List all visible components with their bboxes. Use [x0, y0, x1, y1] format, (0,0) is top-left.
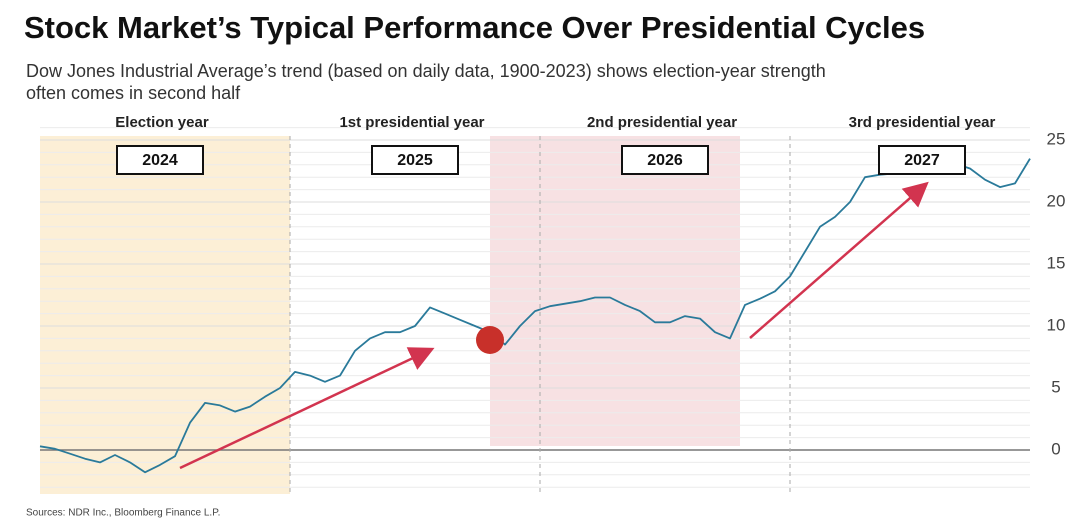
chart-title: Stock Market’s Typical Performance Over … [24, 10, 925, 45]
line-series [39, 157, 1031, 474]
subtitle: often comes in second half [26, 83, 241, 103]
year-box [371, 145, 459, 175]
election-year-band [40, 136, 290, 494]
y-tick-label: 5 [1051, 377, 1060, 396]
y-tick-label: 0 [1051, 439, 1060, 458]
year-box [621, 145, 709, 175]
year-box [878, 145, 966, 175]
highlight-band [490, 136, 740, 446]
period-label: 1st presidential year [339, 114, 484, 131]
plot [39, 157, 1031, 474]
y-tick-label: 15 [1047, 253, 1066, 272]
year-label: 2024 [142, 152, 178, 169]
subtitle: Dow Jones Industrial Average’s trend (ba… [26, 61, 826, 81]
source: Sources: NDR Inc., Bloomberg Finance L.P… [26, 508, 220, 519]
year-box [116, 145, 204, 175]
trend-arrow [749, 181, 929, 339]
y-tick-label: 10 [1047, 315, 1066, 334]
year-label: 2026 [647, 152, 683, 169]
y-tick-label: 20 [1047, 191, 1066, 210]
period-label: 3rd presidential year [849, 114, 996, 131]
trend-arrow [179, 347, 435, 470]
marker-dot [476, 326, 504, 354]
y-tick-label: 25 [1047, 129, 1066, 148]
period-label: 2nd presidential year [587, 114, 737, 131]
year-label: 2025 [397, 152, 433, 169]
grid [40, 127, 1030, 488]
period-label: Election year [115, 114, 209, 131]
year-label: 2027 [904, 152, 940, 169]
